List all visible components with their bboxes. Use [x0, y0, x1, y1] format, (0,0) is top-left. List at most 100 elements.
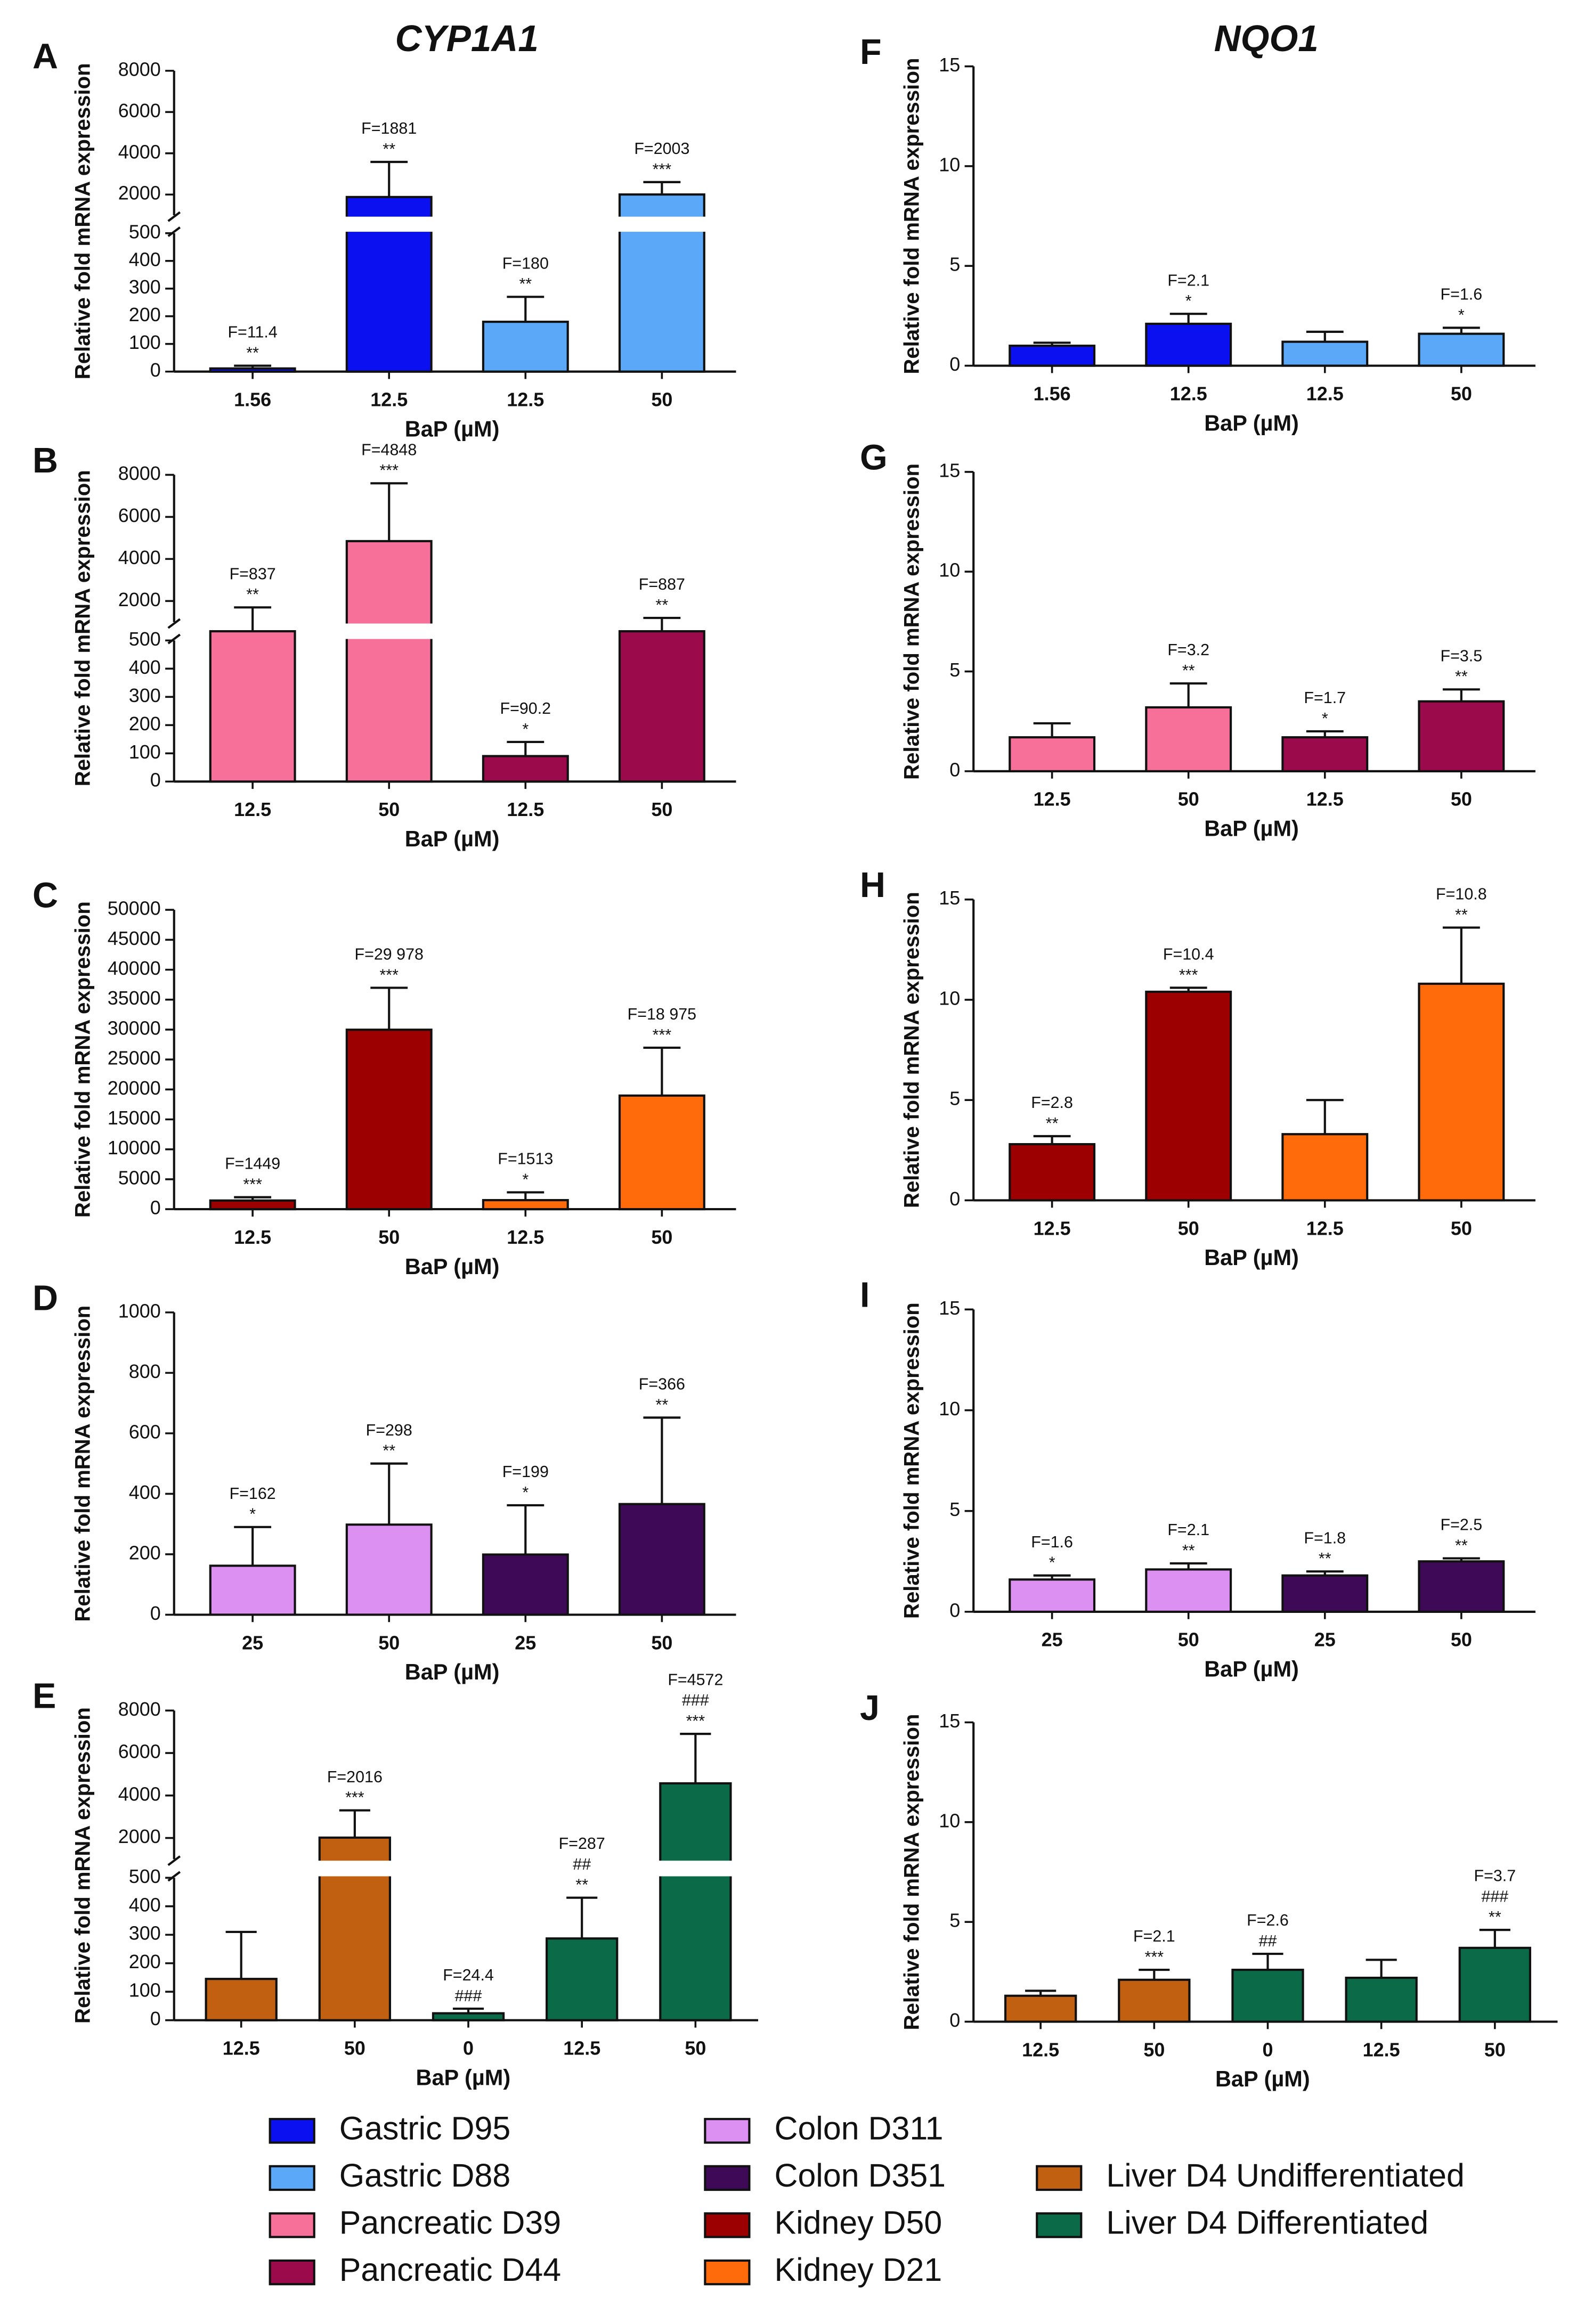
significance: * — [522, 720, 529, 738]
panel-letter: H — [860, 866, 885, 905]
y-tick-label: 10 — [939, 1809, 960, 1831]
y-tick-label: 100 — [129, 1979, 161, 2001]
y-tick-label: 0 — [150, 2008, 161, 2029]
y-tick-label: 45000 — [108, 927, 161, 949]
x-tick-label: 50 — [651, 798, 672, 820]
y-tick-label: 25000 — [108, 1047, 161, 1069]
x-axis-label: BaP (µM) — [1204, 816, 1299, 841]
value-label: F=199 — [502, 1463, 549, 1481]
bar — [1145, 706, 1232, 772]
value-label: F=24.4 — [443, 1966, 494, 1984]
value-label: F=2.1 — [1133, 1927, 1175, 1945]
y-tick-label: 0 — [150, 1602, 161, 1624]
axis-break — [167, 226, 181, 238]
value-label: F=2.1 — [1167, 271, 1209, 289]
x-axis-label: BaP (µM) — [416, 2065, 510, 2090]
x-tick-label: 50 — [1178, 1217, 1199, 1239]
value-label: F=1513 — [498, 1150, 553, 1168]
break-gap — [316, 1861, 393, 1877]
bar — [1145, 1568, 1232, 1613]
significance: ** — [1455, 906, 1468, 924]
y-tick-label: 5 — [949, 254, 960, 275]
y-tick-label: 1000 — [118, 1300, 161, 1322]
significance: ** — [1455, 1536, 1468, 1554]
x-axis-label: BaP (µM) — [405, 1659, 500, 1684]
bar — [345, 1523, 433, 1616]
y-tick-label: 800 — [129, 1360, 161, 1382]
value-label: F=10.8 — [1436, 885, 1487, 903]
value-label: F=3.5 — [1441, 647, 1483, 665]
y-tick-label: 100 — [129, 741, 161, 763]
significance: ** — [1046, 1114, 1059, 1132]
bar — [1458, 1946, 1531, 2023]
x-tick-label: 50 — [1178, 1629, 1199, 1651]
x-axis-label: BaP (µM) — [1204, 1245, 1299, 1270]
x-tick-label: 50 — [651, 1632, 672, 1653]
significance: ** — [383, 1442, 395, 1460]
bar — [345, 1029, 433, 1211]
y-tick-label: 0 — [150, 359, 161, 381]
y-tick-label: 300 — [129, 276, 161, 298]
significance: * — [1185, 292, 1192, 310]
significance: *** — [686, 1712, 705, 1730]
y-axis-label: Relative fold mRNA expression — [899, 892, 923, 1208]
legend-label: Colon D311 — [774, 2110, 943, 2146]
legend-swatch — [269, 2259, 315, 2286]
y-tick-label: 8000 — [118, 462, 161, 484]
y-axis-label: Relative fold mRNA expression — [70, 1306, 94, 1622]
y-tick-label: 300 — [129, 684, 161, 706]
bar — [432, 2012, 505, 2021]
value-label: F=298 — [366, 1421, 412, 1439]
y-tick-label: 400 — [129, 1481, 161, 1503]
legend-label: Pancreatic D39 — [339, 2205, 561, 2241]
axis-break — [167, 618, 181, 629]
value-label: F=1.7 — [1304, 689, 1346, 707]
axis-break — [167, 1855, 181, 1866]
value-label: F=1.6 — [1441, 286, 1483, 304]
significance: * — [522, 1483, 529, 1502]
bar — [1009, 345, 1096, 367]
legend-label: Liver D4 Undifferentiated — [1106, 2157, 1464, 2193]
y-tick-label: 4000 — [118, 547, 161, 568]
x-tick-label: 50 — [1484, 2038, 1506, 2060]
x-tick-label: 25 — [242, 1632, 263, 1653]
x-tick-label: 50 — [1451, 1217, 1472, 1239]
x-tick-label: 12.5 — [507, 798, 544, 820]
y-tick-label: 500 — [129, 628, 161, 650]
bar — [618, 1503, 705, 1616]
x-tick-label: 50 — [1178, 788, 1199, 810]
break-gap — [344, 216, 435, 232]
y-tick-label: 5 — [949, 1910, 960, 1931]
x-tick-label: 0 — [463, 2037, 474, 2059]
value-label: F=837 — [230, 565, 276, 583]
x-tick-label: 25 — [1314, 1629, 1336, 1651]
x-tick-label: 12.5 — [507, 389, 544, 411]
legend-label: Kidney D21 — [774, 2252, 942, 2288]
x-tick-label: 50 — [378, 798, 400, 820]
bar — [205, 1978, 278, 2021]
value-label: F=366 — [639, 1375, 685, 1393]
bar — [659, 1782, 732, 2021]
value-label: F=18 975 — [628, 1005, 696, 1023]
axis-break — [167, 633, 181, 645]
value-label: F=4848 — [361, 441, 417, 459]
y-tick-label: 500 — [129, 1865, 161, 1887]
legend-swatch — [1036, 2165, 1083, 2191]
significance: *** — [379, 966, 399, 984]
y-tick-label: 2000 — [118, 1825, 161, 1847]
y-tick-label: 6000 — [118, 1741, 161, 1763]
x-tick-label: 0 — [1262, 2038, 1273, 2060]
value-label: F=2016 — [327, 1768, 383, 1786]
legend-swatch — [704, 2118, 751, 2144]
significance: ** — [383, 140, 395, 158]
y-axis-label: Relative fold mRNA expression — [70, 901, 94, 1218]
legend-swatch — [704, 2165, 751, 2191]
x-tick-label: 50 — [344, 2037, 365, 2059]
x-tick-label: 50 — [1451, 788, 1472, 810]
y-tick-label: 200 — [129, 713, 161, 735]
hash-significance: ### — [455, 1987, 482, 2005]
panel-letter: J — [860, 1689, 880, 1728]
x-tick-label: 12.5 — [1306, 788, 1344, 810]
significance: ** — [656, 1396, 669, 1414]
